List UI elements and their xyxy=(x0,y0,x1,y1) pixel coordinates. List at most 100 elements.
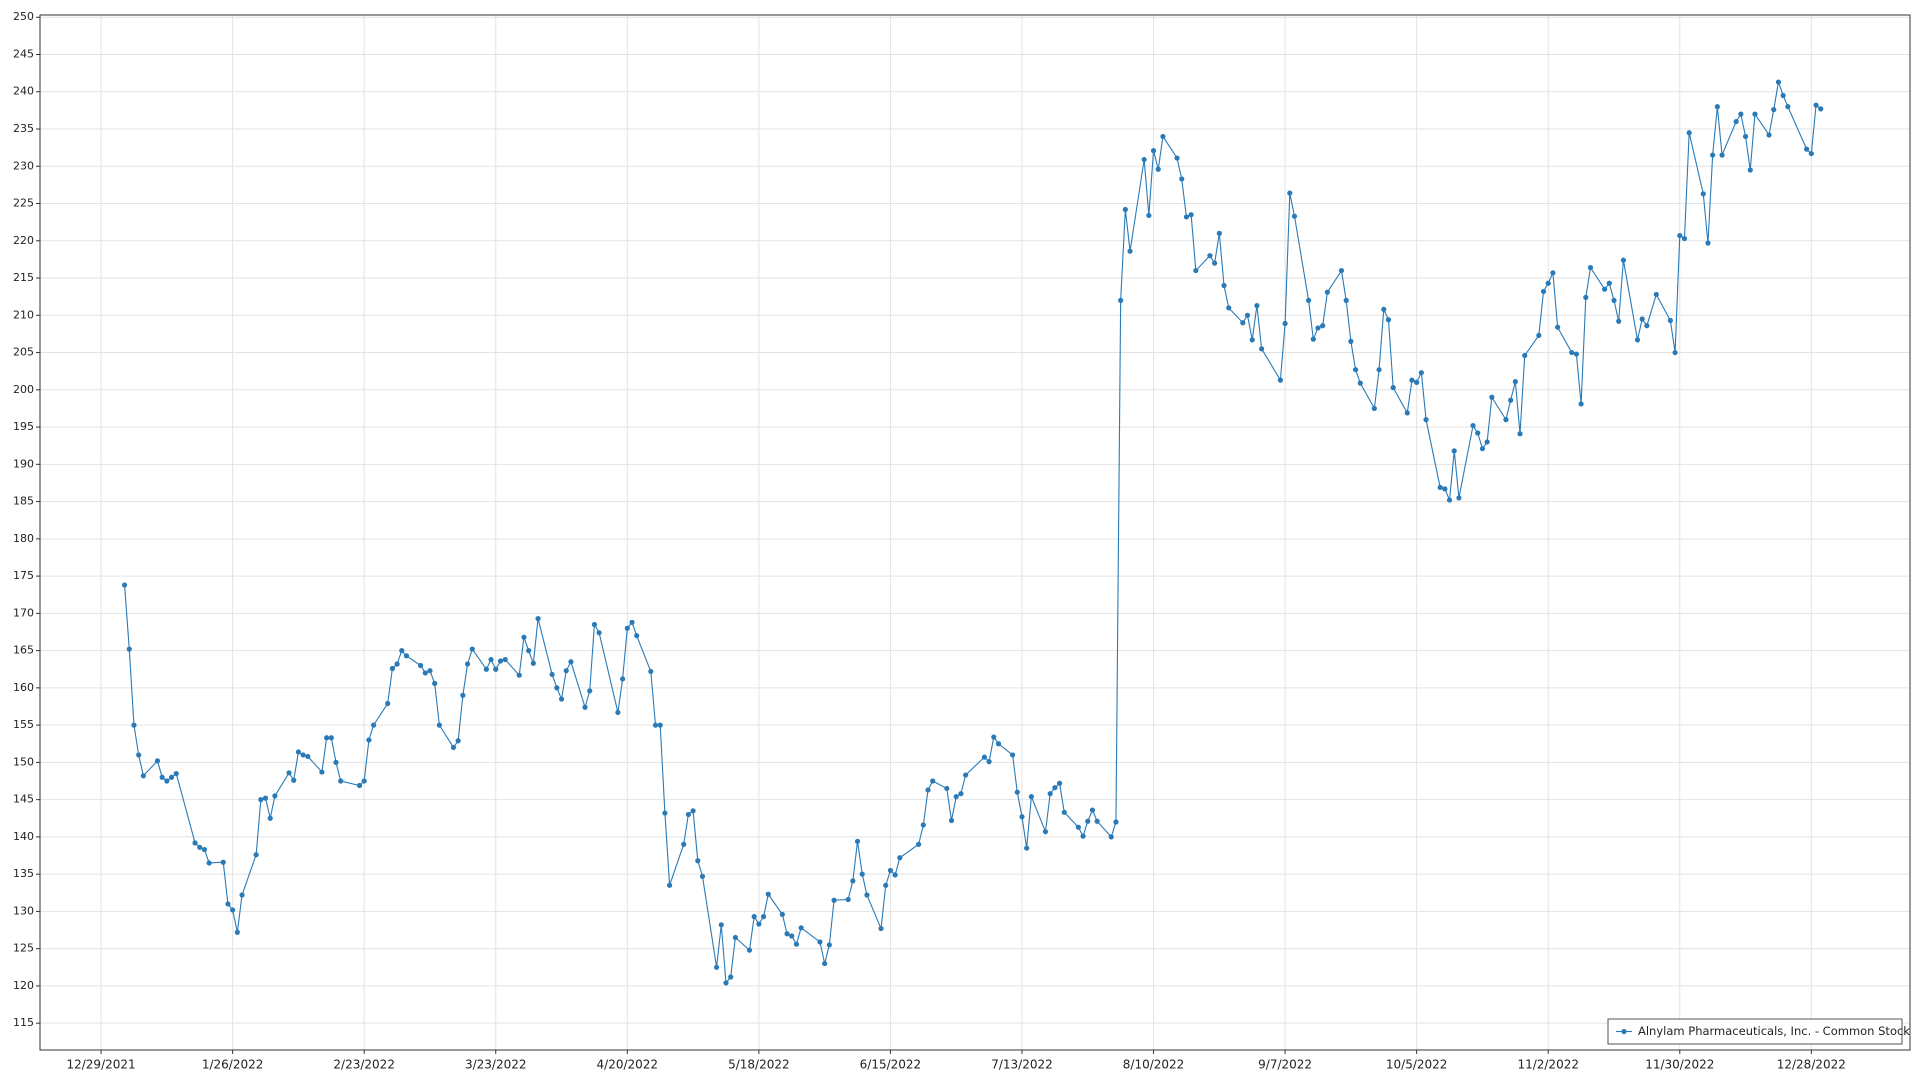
data-point xyxy=(1456,495,1462,501)
data-point xyxy=(1804,146,1810,152)
data-point xyxy=(432,680,438,686)
y-tick-label: 215 xyxy=(13,271,34,284)
y-tick-label: 125 xyxy=(13,942,34,955)
data-point xyxy=(784,931,790,937)
data-point xyxy=(995,741,1002,747)
data-point xyxy=(1061,809,1067,815)
y-tick-label: 235 xyxy=(13,122,34,135)
data-point xyxy=(521,634,527,640)
y-tick-label: 150 xyxy=(13,755,34,768)
data-point xyxy=(629,619,635,625)
data-point xyxy=(1310,336,1316,342)
data-point xyxy=(723,980,729,986)
data-point xyxy=(1291,213,1298,219)
data-point xyxy=(1451,448,1457,454)
data-point xyxy=(1193,267,1199,274)
data-point xyxy=(948,817,955,824)
data-point xyxy=(1305,297,1312,303)
legend: Alnylam Pharmaceuticals, Inc. - Common S… xyxy=(1607,1018,1910,1045)
data-point xyxy=(732,934,738,941)
data-point xyxy=(963,772,969,778)
data-point xyxy=(817,939,823,945)
data-point xyxy=(121,582,128,588)
data-point xyxy=(526,648,532,654)
data-point xyxy=(1348,338,1354,344)
data-point xyxy=(1475,430,1481,436)
data-point xyxy=(549,671,555,678)
y-tick-label: 220 xyxy=(13,234,34,247)
legend-marker xyxy=(1621,1028,1627,1035)
data-point xyxy=(220,859,226,865)
data-point xyxy=(582,704,588,710)
data-point xyxy=(713,964,720,970)
data-point xyxy=(1244,312,1251,318)
data-point xyxy=(1522,352,1528,359)
data-point xyxy=(1315,325,1321,331)
data-point xyxy=(1418,370,1424,376)
data-point xyxy=(1719,152,1725,158)
data-point xyxy=(1681,235,1688,242)
data-point xyxy=(789,933,795,939)
data-point xyxy=(1240,320,1246,326)
data-point xyxy=(1122,206,1128,213)
data-point xyxy=(154,758,161,764)
data-point xyxy=(1259,346,1265,352)
data-point xyxy=(272,793,278,799)
data-point xyxy=(305,753,311,760)
data-point xyxy=(1705,240,1711,246)
y-tick-label: 180 xyxy=(13,532,34,545)
data-point xyxy=(1249,337,1255,343)
data-point xyxy=(779,911,785,917)
x-tick-label: 2/23/2022 xyxy=(333,1058,395,1072)
data-point xyxy=(1324,289,1330,295)
data-point xyxy=(1179,176,1185,182)
data-point xyxy=(399,648,405,654)
plot-area xyxy=(40,15,1910,1050)
y-tick-label: 165 xyxy=(13,644,34,657)
data-point xyxy=(1277,377,1284,383)
data-point xyxy=(1371,405,1377,412)
data-point xyxy=(1818,106,1824,112)
data-point xyxy=(1578,401,1584,407)
data-point xyxy=(1672,349,1678,356)
data-point xyxy=(920,822,926,828)
data-point xyxy=(1287,190,1293,196)
data-point xyxy=(201,846,208,853)
data-point xyxy=(319,769,325,775)
data-point xyxy=(1470,422,1476,429)
data-point xyxy=(944,785,950,792)
y-tick-label: 145 xyxy=(13,793,34,806)
data-point xyxy=(403,653,410,659)
data-point xyxy=(1343,297,1349,303)
y-tick-label: 210 xyxy=(13,308,34,321)
x-tick-label: 6/15/2022 xyxy=(860,1058,922,1072)
y-tick-label: 250 xyxy=(13,10,34,23)
data-point xyxy=(1550,270,1556,276)
y-tick-label: 185 xyxy=(13,495,34,508)
data-point xyxy=(516,672,522,678)
data-point xyxy=(986,759,992,765)
y-tick-label: 130 xyxy=(13,904,34,917)
y-tick-label: 195 xyxy=(13,420,34,433)
data-point xyxy=(394,661,400,667)
data-point xyxy=(1616,318,1622,324)
data-point xyxy=(1385,317,1392,323)
data-point xyxy=(1042,829,1049,835)
y-tick-label: 170 xyxy=(13,606,34,619)
y-tick-label: 230 xyxy=(13,159,34,172)
data-point xyxy=(1216,230,1222,236)
data-point xyxy=(1738,111,1744,117)
data-point xyxy=(930,778,936,784)
data-point xyxy=(1785,104,1791,110)
data-point xyxy=(652,722,659,728)
data-point xyxy=(262,795,269,801)
data-point xyxy=(1766,132,1772,138)
data-point xyxy=(1536,332,1542,339)
data-point xyxy=(1028,794,1034,800)
data-point xyxy=(1409,377,1415,383)
data-point xyxy=(192,840,198,846)
data-point xyxy=(850,878,856,884)
x-tick-label: 12/29/2021 xyxy=(66,1058,135,1072)
data-point xyxy=(916,841,922,847)
data-point xyxy=(1390,384,1396,391)
